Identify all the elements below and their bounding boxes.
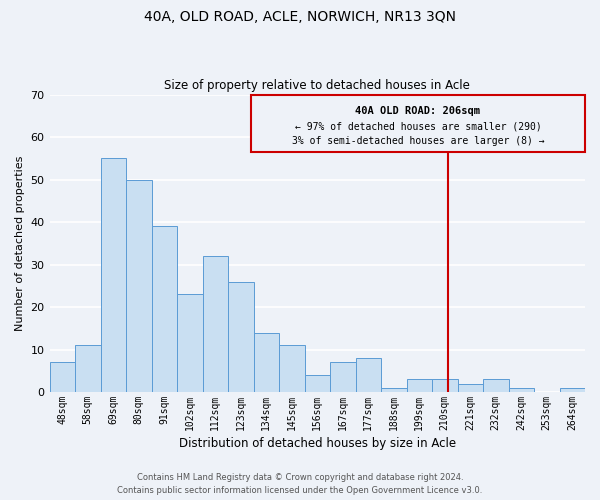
Bar: [356, 358, 381, 392]
Y-axis label: Number of detached properties: Number of detached properties: [15, 156, 25, 331]
Text: 40A OLD ROAD: 206sqm: 40A OLD ROAD: 206sqm: [355, 106, 481, 116]
Bar: [279, 346, 305, 392]
Bar: [152, 226, 177, 392]
Bar: [305, 375, 330, 392]
Bar: [50, 362, 75, 392]
Text: Contains HM Land Registry data © Crown copyright and database right 2024.
Contai: Contains HM Land Registry data © Crown c…: [118, 474, 482, 495]
Text: 40A, OLD ROAD, ACLE, NORWICH, NR13 3QN: 40A, OLD ROAD, ACLE, NORWICH, NR13 3QN: [144, 10, 456, 24]
Bar: [560, 388, 585, 392]
Bar: [407, 380, 432, 392]
Bar: [254, 332, 279, 392]
Text: ← 97% of detached houses are smaller (290): ← 97% of detached houses are smaller (29…: [295, 122, 541, 132]
Bar: [432, 380, 458, 392]
Bar: [458, 384, 483, 392]
Bar: [381, 388, 407, 392]
Bar: [330, 362, 356, 392]
Bar: [126, 180, 152, 392]
Bar: [251, 94, 585, 152]
Bar: [228, 282, 254, 392]
Bar: [483, 380, 509, 392]
Title: Size of property relative to detached houses in Acle: Size of property relative to detached ho…: [164, 79, 470, 92]
Bar: [101, 158, 126, 392]
X-axis label: Distribution of detached houses by size in Acle: Distribution of detached houses by size …: [179, 437, 456, 450]
Text: 3% of semi-detached houses are larger (8) →: 3% of semi-detached houses are larger (8…: [292, 136, 544, 146]
Bar: [203, 256, 228, 392]
Bar: [177, 294, 203, 392]
Bar: [75, 346, 101, 392]
Bar: [509, 388, 534, 392]
